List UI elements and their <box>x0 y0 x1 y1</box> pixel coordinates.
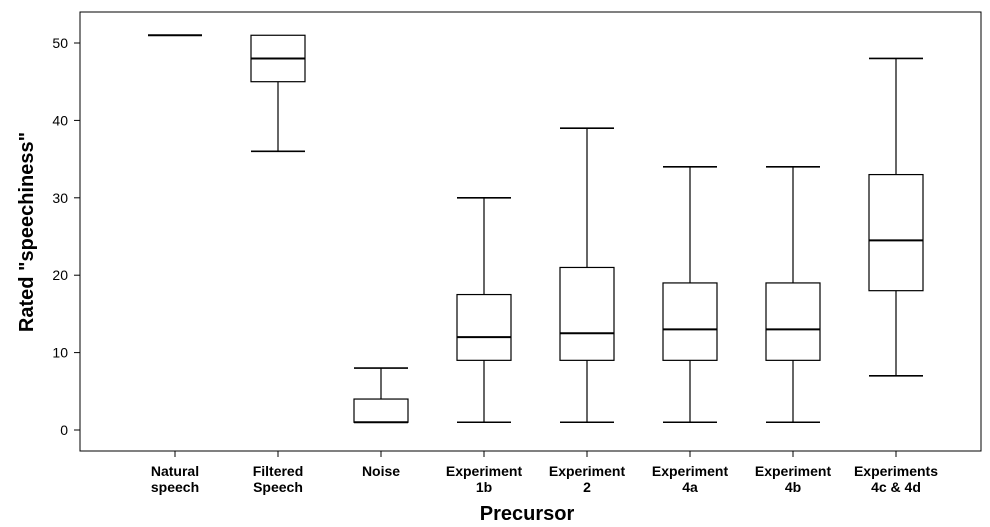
x-tick-label: Noise <box>362 463 400 479</box>
y-axis: 0 10 20 30 40 50 <box>52 35 80 438</box>
x-tick-label: Experiments <box>854 463 938 479</box>
y-tick-label: 0 <box>60 422 68 438</box>
plot-frame <box>79 11 982 452</box>
box <box>353 398 409 423</box>
boxes-layer <box>148 34 924 424</box>
y-axis-title: Rated "speechiness" <box>16 132 38 332</box>
x-tick-label: 2 <box>583 479 591 495</box>
box <box>765 282 821 361</box>
x-tick-label: Speech <box>253 479 303 495</box>
x-tick-label: Natural <box>151 463 199 479</box>
x-tick-label: 4b <box>785 479 801 495</box>
x-tick-label: 4c & 4d <box>871 479 921 495</box>
x-tick-label: 1b <box>476 479 492 495</box>
x-tick-label: Experiment <box>549 463 626 479</box>
x-tick-label: 4a <box>682 479 698 495</box>
x-tick-label: Experiment <box>446 463 523 479</box>
x-axis-title: Precursor <box>480 503 575 525</box>
y-tick-label: 20 <box>52 267 68 283</box>
x-tick-label: speech <box>151 479 199 495</box>
box <box>559 266 615 361</box>
box <box>662 282 718 361</box>
y-tick-label: 10 <box>52 345 68 361</box>
y-tick-label: 50 <box>52 35 68 51</box>
x-tick-label: Experiment <box>652 463 729 479</box>
box <box>868 173 924 292</box>
y-tick-label: 40 <box>52 112 68 128</box>
x-tick-label: Experiment <box>755 463 832 479</box>
x-tick-label: Filtered <box>253 463 304 479</box>
y-tick-label: 30 <box>52 190 68 206</box>
box <box>456 293 512 361</box>
